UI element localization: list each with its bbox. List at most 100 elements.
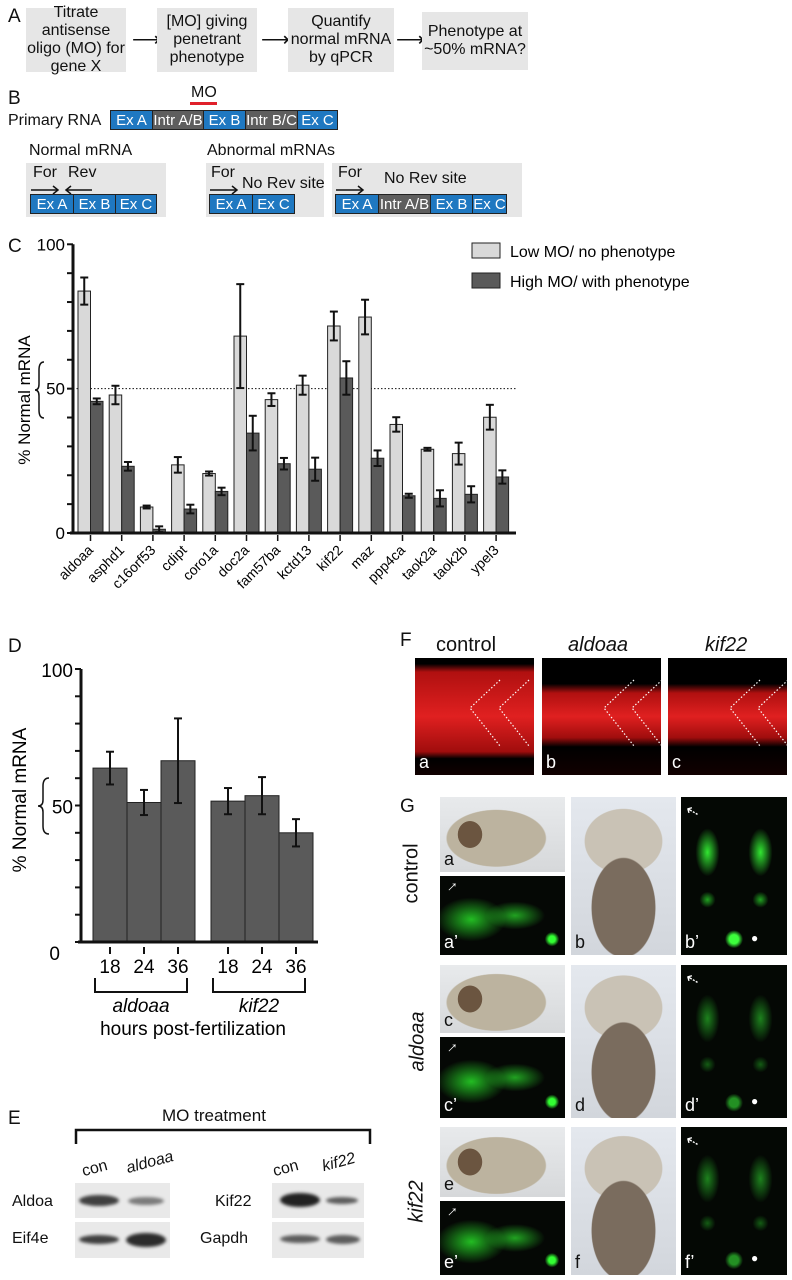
exon-a: Ex A <box>31 195 74 213</box>
flow-arrow-icon: ⟶ <box>132 29 161 51</box>
bar-kif22-36 <box>278 832 314 943</box>
normal-mrna-bar: Ex A Ex B Ex C <box>30 194 157 214</box>
exon-c: Ex C <box>298 111 337 129</box>
g-row-label-kif22: kif22 <box>405 1180 428 1223</box>
no-rev-site-label: No Rev site <box>242 175 325 192</box>
y-tick-label: 100 <box>41 661 73 682</box>
image-letter: f <box>575 1252 581 1272</box>
legend-swatch-high <box>471 272 501 289</box>
arrow-icon: ↑ <box>443 1038 462 1057</box>
abnormal-mrna-bar-2: Ex A Intr A/B Ex B Ex C <box>335 194 507 214</box>
y-tick-label: 0 <box>49 944 60 965</box>
bar-kif22-high <box>339 377 354 534</box>
panel-label-d: D <box>8 636 22 657</box>
g-row-label-control: control <box>400 843 423 904</box>
x-tick-label: 24 <box>133 957 155 978</box>
bar-ppp4ca-low <box>389 423 403 534</box>
treatment-bracket <box>74 1128 372 1144</box>
bar-taok2a-low <box>420 448 435 534</box>
legend-label-low: Low MO/ no phenotype <box>510 244 676 261</box>
flow-step-3: Quantify normal mRNA by qPCR <box>288 8 394 72</box>
exon-b: Ex B <box>431 195 473 213</box>
lane-label-kif22: kif22 <box>320 1149 358 1176</box>
bar-coro1a-low <box>202 473 216 534</box>
fluorescence-dorsal-image: b’ ⇣ ● <box>681 797 787 955</box>
image-letter: e’ <box>444 1252 459 1272</box>
mo-treatment-label: MO treatment <box>162 1106 266 1125</box>
muscle-image-control: a <box>415 658 534 775</box>
f-title-control: control <box>436 634 497 656</box>
pin-marker-icon: ● <box>751 1094 759 1108</box>
y-tick-label: 50 <box>52 798 73 819</box>
legend-swatch-low <box>471 242 501 259</box>
western-blot-aldoa <box>75 1183 170 1218</box>
forward-primer-label: For <box>33 164 57 181</box>
bar-cdipt-low <box>171 464 185 534</box>
primary-rna-bar: Ex A Intr A/B Ex B Intr B/C Ex C <box>110 110 338 130</box>
flow-arrow-icon: ⟶ <box>396 29 425 51</box>
brightfield-lateral-image: e <box>440 1127 565 1197</box>
image-letter: d’ <box>685 1095 700 1115</box>
bar-ppp4ca-high <box>402 495 416 534</box>
forward-arrow-icon <box>336 185 365 195</box>
flow-arrow-icon: ⟶ <box>261 29 290 51</box>
row-label-gapdh: Gapdh <box>200 1230 249 1247</box>
western-blot-gapdh <box>272 1222 364 1258</box>
image-letter: c <box>444 1010 453 1030</box>
f-title-kif22: kif22 <box>705 634 748 656</box>
muscle-image-kif22: c <box>668 658 787 775</box>
flow-step-1: Titrate antisense oligo (MO) for gene X <box>26 4 126 75</box>
panel-label-b: B <box>8 88 21 109</box>
x-tick-label: 24 <box>251 957 273 978</box>
dotted-arrow-icon: ⇣ <box>681 1130 702 1151</box>
image-letter: b <box>575 932 586 952</box>
exon-c: Ex C <box>253 195 294 213</box>
western-blot-eif4e <box>75 1222 170 1258</box>
mo-label: MO <box>191 84 217 101</box>
abnormal-mrna-box-2: For No Rev site Ex A Intr A/B Ex B Ex C <box>332 163 522 217</box>
image-letter: c <box>672 752 681 772</box>
brace-icon <box>34 361 45 419</box>
x-tick-label: kif22 <box>313 542 345 574</box>
bar-kctd13-low <box>295 384 310 534</box>
exon-a: Ex A <box>210 195 253 213</box>
x-tick-label: kctd13 <box>274 542 315 583</box>
row-label-aldoa: Aldoa <box>12 1193 53 1210</box>
exon-c: Ex C <box>473 195 506 213</box>
lane-label-con: con <box>271 1156 301 1181</box>
exon-a: Ex A <box>336 195 379 213</box>
group-label-kif22: kif22 <box>239 996 280 1017</box>
abnormal-mrna-bar-1: Ex A Ex C <box>209 194 295 214</box>
brightfield-lateral-image: c <box>440 965 565 1033</box>
g-row-label-aldoaa: aldoaa <box>406 1011 429 1072</box>
y-axis-label: % Normal mRNA <box>10 727 31 872</box>
image-letter: b’ <box>685 932 700 952</box>
flow-step-2: [MO] giving penetrant phenotype <box>157 8 257 72</box>
bar-ypel3-high <box>495 476 510 534</box>
x-tick-label: taok2b <box>429 542 470 583</box>
brightfield-dorsal-image: d <box>571 965 676 1118</box>
normal-mrna-label: Normal mRNA <box>29 142 133 159</box>
reverse-primer-label: Rev <box>68 164 97 181</box>
panel-label-a: A <box>8 6 21 27</box>
fluorescence-lateral-image: c’ ↑ <box>440 1037 565 1118</box>
dotted-arrow-icon: ⇣ <box>681 800 702 821</box>
x-tick-label: 18 <box>99 957 120 978</box>
bar-aldoaa-18 <box>92 767 128 943</box>
exon-a: Ex A <box>111 111 153 129</box>
bar-fam57ba-high <box>277 463 291 534</box>
bar-aldoaa-24 <box>126 801 162 943</box>
primary-rna-label: Primary RNA <box>8 112 102 129</box>
image-letter: c’ <box>444 1095 457 1115</box>
x-tick-label: 36 <box>285 957 306 978</box>
flow-step-4: Phenotype at ~50% mRNA? <box>422 12 528 70</box>
abnormal-mrna-box-1: For No Rev site Ex A Ex C <box>206 163 325 217</box>
x-axis-label: hours post-fertilization <box>100 1019 286 1040</box>
y-tick-label: 100 <box>37 235 65 254</box>
bar-fam57ba-low <box>264 399 279 534</box>
bar-asphd1-low <box>108 394 123 534</box>
muscle-image-aldoaa: b <box>542 658 661 775</box>
fluorescence-dorsal-image: d’ ⇣ ● <box>681 965 787 1118</box>
fluorescence-lateral-image: a’ ↑ <box>440 876 565 955</box>
intron-bc: Intr B/C <box>246 111 298 129</box>
